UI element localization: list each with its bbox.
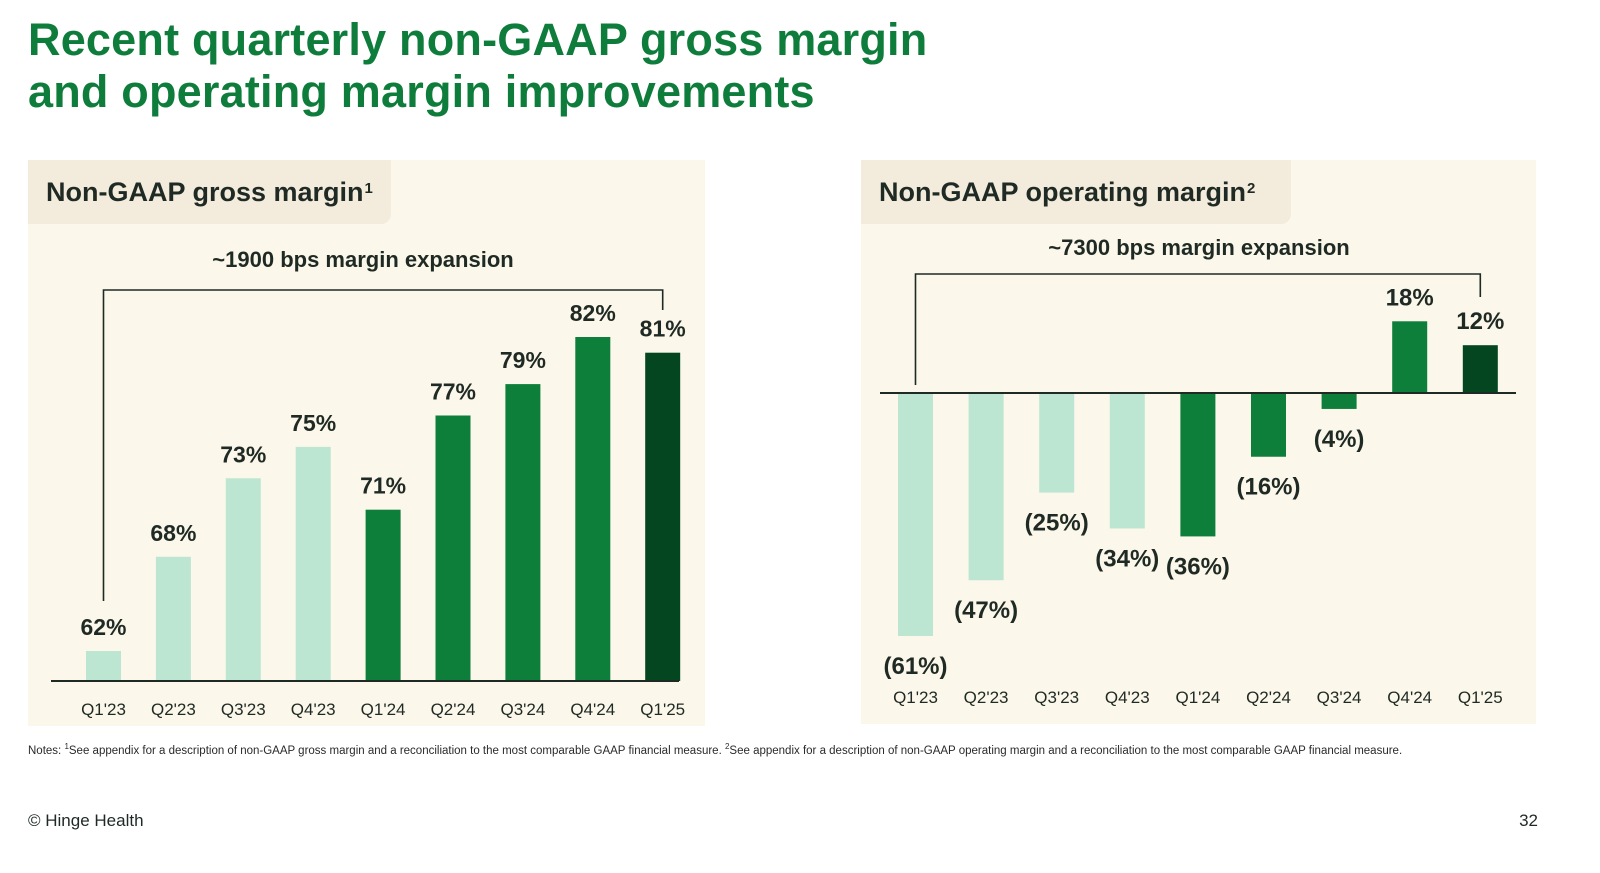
operating-margin-x-tick-q1-23: Q1'23 (893, 688, 938, 707)
gross-margin-x-tick-q3-23: Q3'23 (221, 700, 266, 719)
operating-margin-annotation: ~7300 bps margin expansion (1048, 235, 1349, 260)
gross-margin-value-label-q4-23: 75% (290, 410, 336, 436)
operating-margin-bar-q2-23 (968, 393, 1004, 581)
operating-margin-bar-q1-24 (1180, 393, 1216, 537)
operating-margin-bar-q2-24 (1251, 393, 1286, 457)
operating-margin-x-tick-q1-24: Q1'24 (1175, 688, 1220, 707)
operating-margin-chart: ~7300 bps margin expansion (61%) Q1'23 (47%… (880, 235, 1516, 707)
operating-margin-heading: Non-GAAP operating margin 2 (861, 160, 1291, 224)
gross-margin-x-tick-q4-23: Q4'23 (291, 700, 336, 719)
gross-margin-value-label-q1-23: 62% (80, 614, 126, 640)
operating-margin-value-label-q1-25: 12% (1456, 308, 1504, 335)
operating-margin-value-label-q2-24: (16%) (1236, 474, 1300, 501)
operating-margin-bar-q4-23 (1109, 393, 1145, 529)
footnotes: Notes: 1See appendix for a description o… (28, 740, 1548, 758)
gross-margin-x-tick-q4-24: Q4'24 (570, 700, 615, 719)
operating-margin-value-label-q1-23: (61%) (883, 653, 947, 680)
gross-margin-bar-q4-24 (575, 337, 611, 681)
gross-margin-bar-q2-24 (435, 415, 471, 681)
gross-margin-bar-q4-23 (295, 446, 331, 681)
operating-margin-value-label-q2-23: (47%) (954, 597, 1018, 624)
gross-margin-bar-q1-23 (86, 651, 121, 681)
gross-margin-chart: ~1900 bps margin expansion 62% Q1'23 68% Q2'… (51, 247, 686, 719)
gross-margin-x-tick-q1-24: Q1'24 (361, 700, 406, 719)
gross-margin-value-label-q1-24: 71% (360, 473, 406, 499)
gross-margin-x-tick-q2-23: Q2'23 (151, 700, 196, 719)
operating-margin-x-tick-q2-23: Q2'23 (964, 688, 1009, 707)
notes-prefix: Notes: (28, 744, 65, 757)
gross-margin-bar-q3-23 (225, 478, 261, 681)
gross-margin-bracket (102, 289, 664, 601)
notes-marker-1: 1 (64, 742, 69, 751)
gross-margin-value-label-q2-23: 68% (150, 520, 196, 546)
operating-margin-bar-q4-24 (1392, 321, 1428, 393)
notes-marker-2: 2 (724, 742, 730, 751)
page-title: Recent quarterly non-GAAP gross margin a… (28, 14, 1128, 118)
operating-margin-footnote-marker: 2 (1247, 179, 1256, 197)
operating-margin-bracket (914, 273, 1482, 385)
page-title-line-2: and operating margin improvements (28, 66, 815, 117)
gross-margin-panel: Non-GAAP gross margin 1 ~1900 bps margin … (28, 160, 705, 726)
notes-text-1: See appendix for a description of non-GA… (68, 744, 725, 757)
notes-text-2: See appendix for a description of non-GA… (729, 744, 1403, 757)
gross-margin-heading-text: Non-GAAP gross margin (46, 176, 364, 207)
operating-margin-panel: Non-GAAP operating margin 2 ~7300 bps mar… (861, 160, 1536, 724)
gross-margin-value-label-q4-24: 82% (570, 300, 616, 326)
operating-margin-bar-q3-23 (1039, 393, 1075, 493)
operating-margin-bar-q3-24 (1321, 393, 1357, 409)
gross-margin-value-label-q2-24: 77% (430, 379, 476, 405)
operating-margin-value-label-q1-24: (36%) (1166, 553, 1230, 580)
gross-margin-value-label-q1-25: 81% (640, 316, 686, 342)
operating-margin-value-label-q3-24: (4%) (1314, 426, 1365, 453)
page-number: 32 (1519, 811, 1538, 830)
gross-margin-annotation: ~1900 bps margin expansion (212, 247, 513, 272)
gross-margin-x-tick-q2-24: Q2'24 (431, 700, 476, 719)
operating-margin-x-tick-q2-24: Q2'24 (1246, 688, 1291, 707)
gross-margin-bar-q3-24 (505, 384, 541, 681)
operating-margin-value-label-q4-24: 18% (1386, 284, 1434, 311)
footer-brand: © Hinge Health (28, 811, 144, 830)
operating-margin-heading-text: Non-GAAP operating margin (879, 176, 1247, 207)
operating-margin-x-tick-q1-25: Q1'25 (1458, 688, 1503, 707)
gross-margin-value-label-q3-23: 73% (220, 441, 266, 467)
operating-margin-x-tick-q4-23: Q4'23 (1105, 688, 1150, 707)
operating-margin-bar-q1-25 (1462, 345, 1498, 393)
operating-margin-bar-q1-23 (898, 393, 933, 636)
gross-margin-heading: Non-GAAP gross margin 1 (28, 160, 391, 224)
operating-margin-x-tick-q3-24: Q3'24 (1317, 688, 1362, 707)
gross-margin-x-tick-q1-23: Q1'23 (81, 700, 126, 719)
gross-margin-bar-q1-24 (365, 509, 401, 681)
operating-margin-x-tick-q4-24: Q4'24 (1387, 688, 1432, 707)
gross-margin-x-tick-q1-25: Q1'25 (640, 700, 685, 719)
gross-margin-footnote-marker: 1 (364, 179, 373, 197)
operating-margin-value-label-q4-23: (34%) (1095, 545, 1159, 572)
gross-margin-bar-q1-25 (645, 352, 681, 681)
operating-margin-value-label-q3-23: (25%) (1025, 510, 1089, 537)
page-title-line-1: Recent quarterly non-GAAP gross margin (28, 14, 928, 65)
operating-margin-x-tick-q3-23: Q3'23 (1034, 688, 1079, 707)
gross-margin-x-tick-q3-24: Q3'24 (500, 700, 545, 719)
gross-margin-value-label-q3-24: 79% (500, 347, 546, 373)
gross-margin-bar-q2-23 (155, 556, 191, 681)
